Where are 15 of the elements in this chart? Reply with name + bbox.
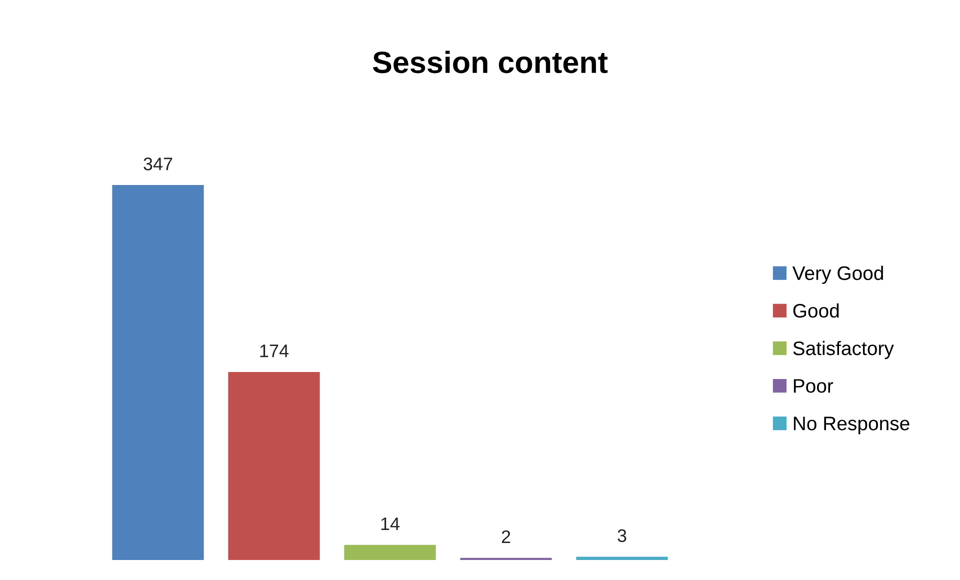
- data-label: 14: [381, 518, 400, 530]
- legend-label: Good: [793, 303, 839, 318]
- data-label: 3: [618, 529, 626, 542]
- chart-title: Session content: [372, 50, 608, 74]
- legend-label: No Response: [794, 416, 910, 434]
- bar: [344, 544, 436, 560]
- legend-label: Very Good: [792, 266, 883, 284]
- data-label: 347: [144, 158, 172, 170]
- data-label: 2: [502, 530, 510, 543]
- bar: [112, 185, 204, 560]
- legend-label: Poor: [794, 379, 834, 393]
- data-label: 174: [260, 344, 289, 358]
- bar: [228, 372, 320, 560]
- legend-label: Satisfactory: [793, 340, 894, 360]
- bar: [576, 556, 668, 560]
